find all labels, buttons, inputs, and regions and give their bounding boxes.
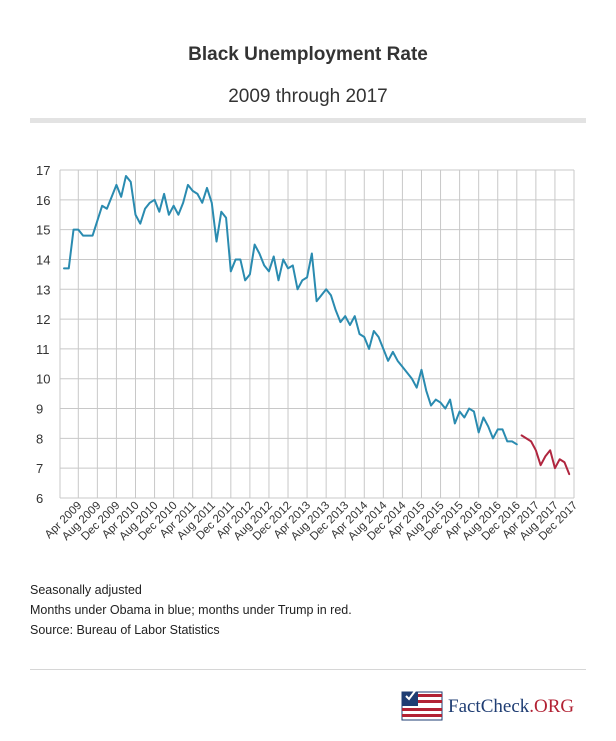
factcheck-logo[interactable]: FactCheck.ORG — [400, 686, 586, 726]
flag-icon — [401, 690, 443, 721]
note-seasonal: Seasonally adjusted — [30, 583, 142, 597]
chart-notes: Seasonally adjusted Months under Obama i… — [30, 580, 352, 640]
y-tick-label: 8 — [36, 431, 43, 446]
series-line-obama — [63, 174, 518, 446]
note-color-legend: Months under Obama in blue; months under… — [30, 603, 352, 617]
y-tick-label: 16 — [36, 193, 50, 208]
chart-title: Black Unemployment Rate — [188, 44, 428, 65]
y-tick-label: 14 — [36, 252, 50, 267]
note-source: Source: Bureau of Labor Statistics — [30, 623, 220, 637]
series-lines — [63, 174, 571, 476]
y-tick-label: 10 — [36, 372, 50, 387]
y-tick-label: 12 — [36, 312, 50, 327]
y-tick-label: 17 — [36, 163, 50, 178]
y-tick-label: 7 — [36, 461, 43, 476]
series-line-trump — [520, 434, 571, 476]
y-tick-label: 6 — [36, 491, 43, 506]
y-tick-label: 9 — [36, 402, 43, 417]
footer-divider — [30, 669, 586, 670]
y-tick-label: 15 — [36, 223, 50, 238]
header-divider — [30, 118, 586, 123]
y-tick-label: 11 — [36, 342, 50, 357]
chart-subtitle: 2009 through 2017 — [228, 86, 388, 107]
chart-grid — [59, 169, 575, 499]
y-axis-labels: 6 7 8 9 10 11 12 13 14 15 16 17 — [36, 163, 50, 506]
logo-wordmark: FactCheck.ORG — [448, 696, 575, 717]
y-tick-label: 13 — [36, 282, 50, 297]
